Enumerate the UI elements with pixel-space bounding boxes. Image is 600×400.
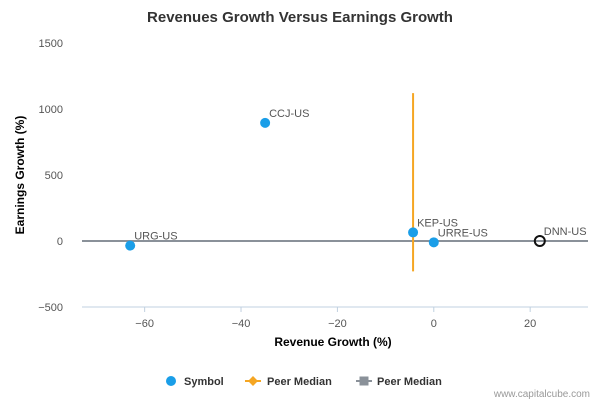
data-point	[408, 227, 419, 238]
data-point-label: CCJ-US	[269, 108, 309, 120]
y-axis-title: Earnings Growth (%)	[13, 116, 27, 235]
legend-item-peer-median-revenue[interactable]: Peer Median	[245, 376, 332, 388]
data-point	[428, 237, 439, 248]
legend-peer-median-label-gray: Peer Median	[377, 376, 442, 388]
x-tick-label: −60	[135, 318, 154, 330]
legend-symbol-label: Symbol	[184, 376, 224, 388]
legend-item-peer-median-earnings[interactable]: Peer Median	[356, 376, 442, 388]
credit-text[interactable]: www.capitalcube.com	[493, 389, 590, 400]
legend-peer-median-marker-gray	[359, 376, 369, 386]
data-point-label: KEP-US	[417, 217, 458, 229]
legend-symbol-marker	[166, 376, 176, 386]
chart-title: Revenues Growth Versus Earnings Growth	[147, 9, 453, 26]
x-axis-title: Revenue Growth (%)	[274, 335, 391, 349]
x-tick-label: −20	[328, 318, 347, 330]
y-tick-label: −500	[38, 302, 63, 314]
data-point-label: URG-US	[134, 231, 177, 243]
legend-item-symbol[interactable]: Symbol	[166, 376, 224, 388]
data-point	[260, 117, 271, 128]
y-tick-label: 1000	[39, 104, 63, 116]
highlight-point-label: DNN-US	[544, 226, 587, 238]
legend-peer-median-label-orange: Peer Median	[267, 376, 332, 388]
y-tick-label: 0	[57, 236, 63, 248]
y-tick-label: 1500	[39, 38, 63, 50]
y-axis-ticks: −500 0 500 1000 1500	[38, 38, 63, 314]
x-tick-label: 20	[524, 318, 536, 330]
x-tick-label: −40	[232, 318, 251, 330]
data-point	[125, 240, 136, 251]
x-tick-label: 0	[431, 318, 437, 330]
x-axis-ticks: −60 −40 −20 0 20	[135, 307, 536, 330]
y-tick-label: 500	[45, 170, 63, 182]
highlight-point	[533, 235, 546, 247]
data-point-label: URRE-US	[438, 227, 488, 239]
legend-peer-median-marker-orange	[248, 376, 258, 386]
peer-median-lines	[82, 93, 588, 272]
legend: Symbol Peer Median Peer Median	[166, 376, 442, 388]
